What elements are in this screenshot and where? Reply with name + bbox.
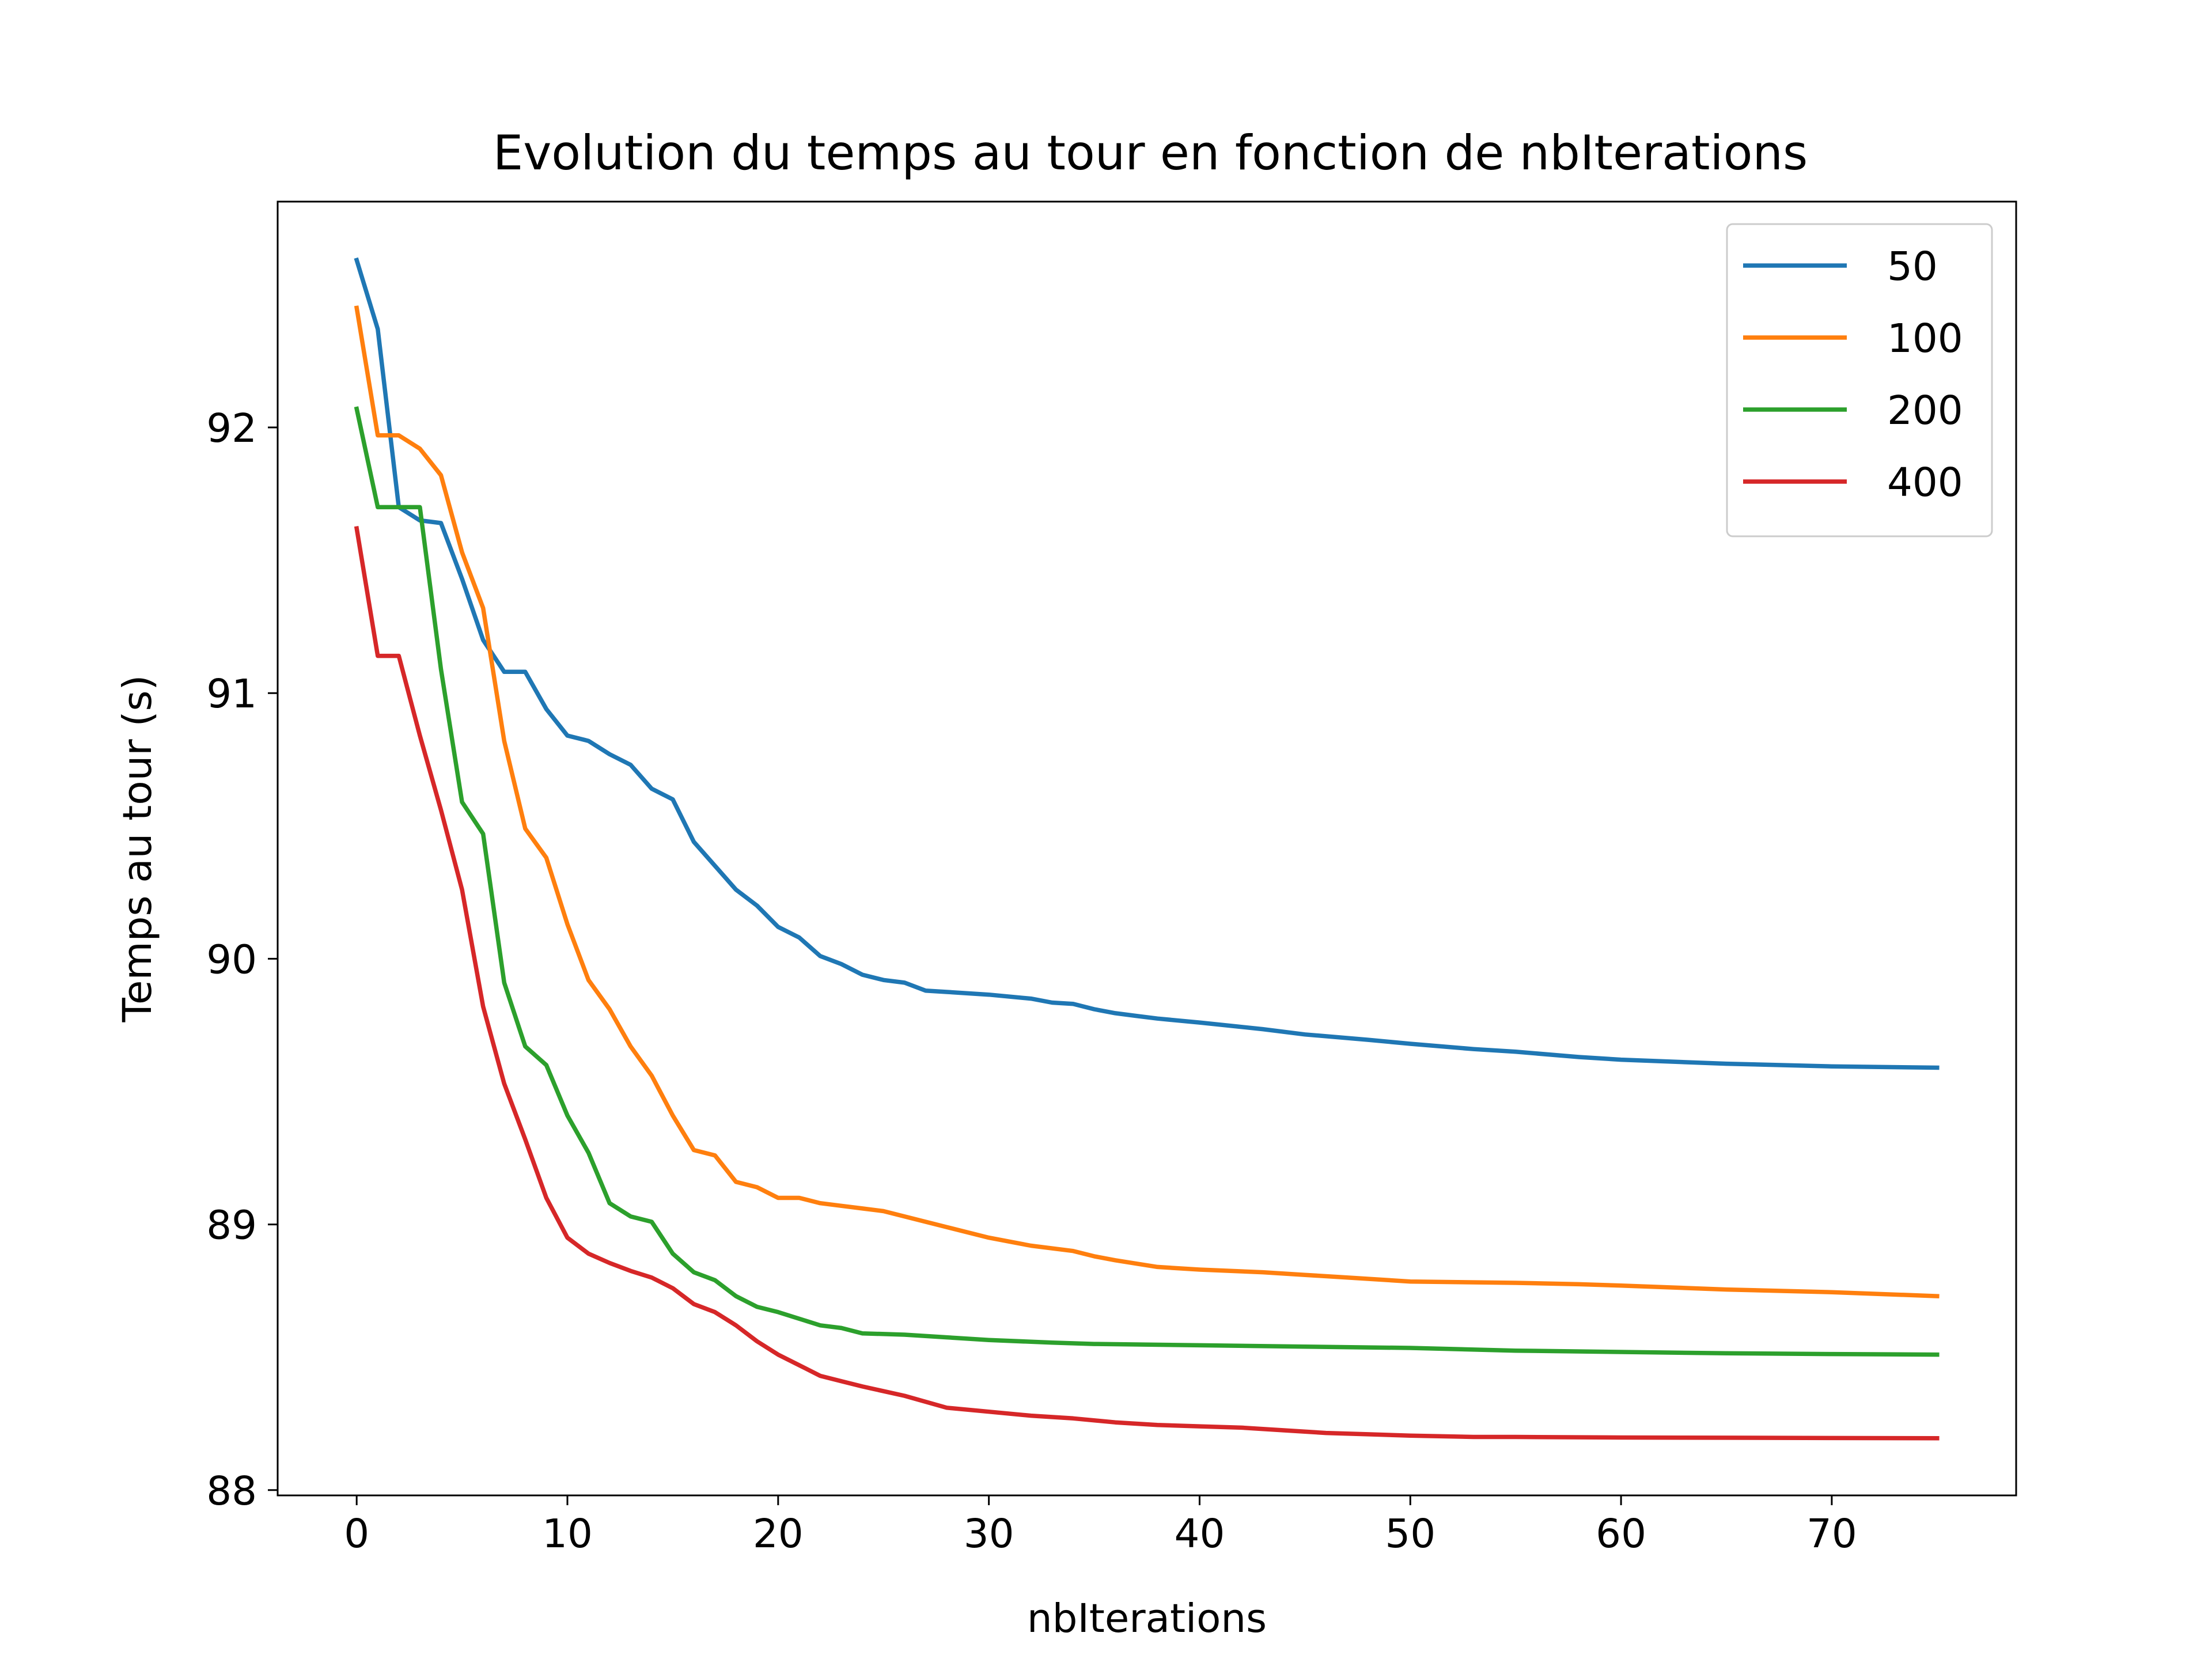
- series-layer: [354, 257, 1940, 1441]
- y-tick-label: 90: [206, 937, 257, 983]
- x-tick-label: 40: [1175, 1511, 1225, 1557]
- legend-label-100: 100: [1887, 316, 1963, 362]
- series-line-200: [354, 406, 1940, 1357]
- legend-box: [1726, 223, 1993, 537]
- y-axis: 88 89 90 91 92: [206, 406, 278, 1514]
- x-axis: 0 10 20 30 40 50 60 70: [344, 1495, 1857, 1557]
- x-tick-label: 10: [542, 1511, 593, 1557]
- legend-label-200: 200: [1887, 388, 1963, 434]
- x-tick-label: 20: [753, 1511, 804, 1557]
- x-tick-label: 70: [1806, 1511, 1857, 1557]
- y-tick-label: 88: [206, 1468, 257, 1514]
- x-tick-label: 60: [1596, 1511, 1646, 1557]
- series-line-100: [354, 305, 1940, 1298]
- y-tick-label: 91: [206, 671, 257, 717]
- legend-label-400: 400: [1887, 460, 1963, 506]
- x-tick-label: 0: [344, 1511, 369, 1557]
- legend-label-50: 50: [1887, 244, 1938, 290]
- chart-title: Evolution du temps au tour en fonction d…: [493, 125, 1808, 181]
- series-line-50: [354, 257, 1940, 1070]
- y-tick-label: 89: [206, 1203, 257, 1249]
- y-tick-label: 92: [206, 406, 257, 452]
- x-tick-label: 30: [964, 1511, 1014, 1557]
- plot-frame: [276, 200, 2017, 1497]
- x-tick-label: 50: [1385, 1511, 1435, 1557]
- series-line-400: [354, 525, 1940, 1441]
- x-axis-label: nbIterations: [1027, 1596, 1267, 1642]
- y-axis-label: Temps au tour (s): [115, 675, 161, 1023]
- legend: 50 100 200 400: [1726, 223, 1993, 537]
